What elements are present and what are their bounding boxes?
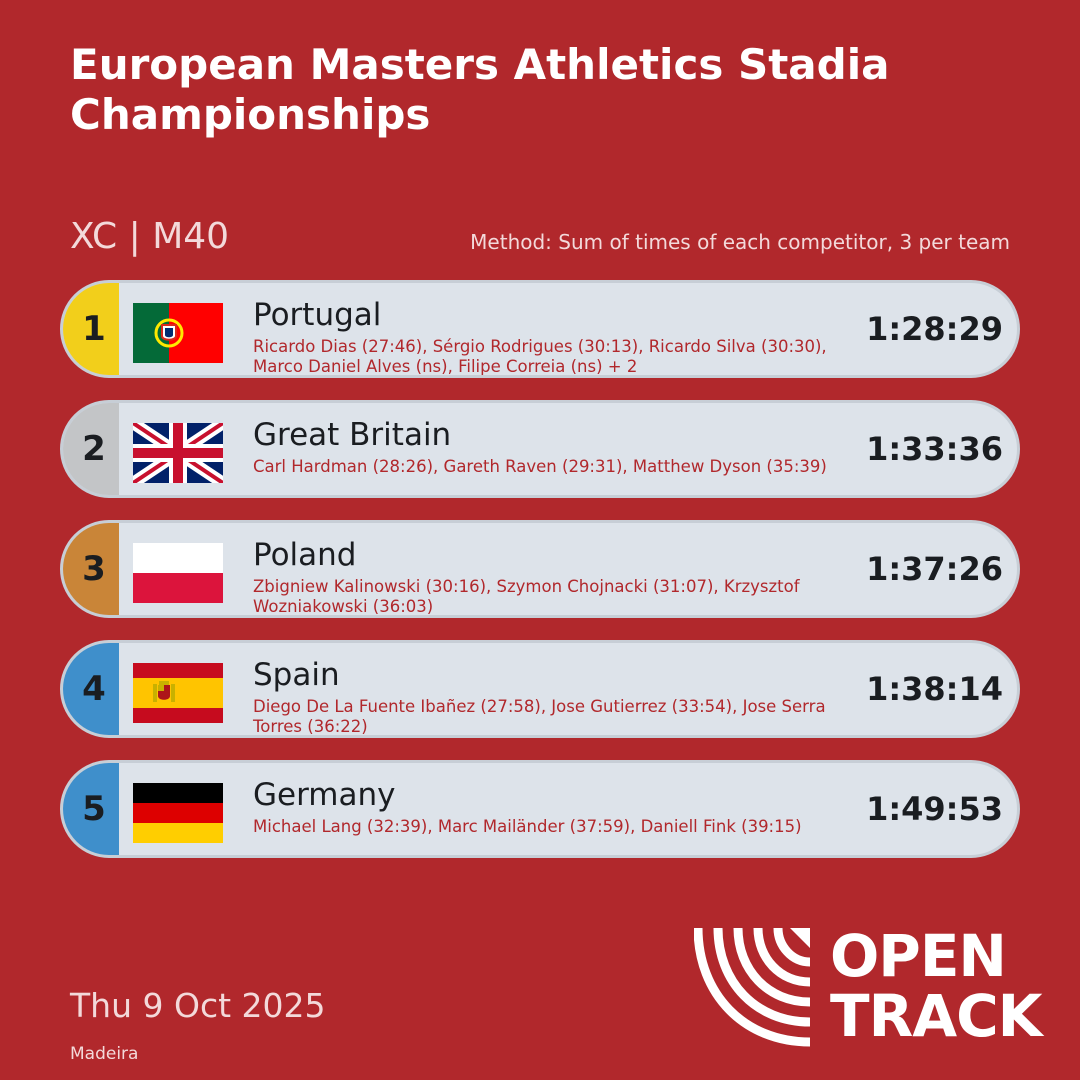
rank-badge: 4 xyxy=(63,643,119,735)
country-name: Great Britain xyxy=(253,417,452,453)
result-row: 4 Spain Diego De La Fuente Ibañez (27:58… xyxy=(60,640,1020,738)
team-info: Poland Zbigniew Kalinowski (30:16), Szym… xyxy=(253,537,873,616)
event-category: XC | M40 xyxy=(70,216,230,257)
result-row: 5 Germany Michael Lang (32:39), Marc Mai… xyxy=(60,760,1020,858)
country-name: Germany xyxy=(253,777,396,813)
team-members: Ricardo Dias (27:46), Sérgio Rodrigues (… xyxy=(253,337,827,376)
team-info: Great Britain Carl Hardman (28:26), Gare… xyxy=(253,417,873,477)
opentrack-logo-icon xyxy=(693,924,824,1048)
rank-badge: 5 xyxy=(63,763,119,855)
country-name: Spain xyxy=(253,657,340,693)
result-row: 2 Great Britain Carl Hardman (28:26), Ga… xyxy=(60,400,1020,498)
team-info: Spain Diego De La Fuente Ibañez (27:58),… xyxy=(253,657,873,736)
team-total-time: 1:37:26 xyxy=(866,550,1003,588)
result-row: 1 Portugal Ricardo Dias (27:46), Sérgio … xyxy=(60,280,1020,378)
team-total-time: 1:49:53 xyxy=(866,790,1003,828)
team-total-time: 1:38:14 xyxy=(866,670,1003,708)
event-date: Thu 9 Oct 2025 xyxy=(70,986,326,1025)
team-info: Germany Michael Lang (32:39), Marc Mailä… xyxy=(253,777,873,837)
country-name: Poland xyxy=(253,537,357,573)
team-total-time: 1:33:36 xyxy=(866,430,1003,468)
results-list: 1 Portugal Ricardo Dias (27:46), Sérgio … xyxy=(60,280,1020,880)
poland-flag-icon xyxy=(133,543,223,603)
great-britain-flag-icon xyxy=(133,423,223,483)
logo-line-track: TRACK xyxy=(830,982,1043,1050)
rank-badge: 3 xyxy=(63,523,119,615)
country-name: Portugal xyxy=(253,297,382,333)
spain-flag-icon xyxy=(133,663,223,723)
team-members: Zbigniew Kalinowski (30:16), Szymon Choj… xyxy=(253,577,800,616)
rank-badge: 1 xyxy=(63,283,119,375)
scoring-method: Method: Sum of times of each competitor,… xyxy=(470,230,1010,254)
team-members: Michael Lang (32:39), Marc Mailänder (37… xyxy=(253,817,802,836)
page-title: European Masters Athletics Stadia Champi… xyxy=(70,40,890,139)
team-info: Portugal Ricardo Dias (27:46), Sérgio Ro… xyxy=(253,297,873,376)
rank-badge: 2 xyxy=(63,403,119,495)
germany-flag-icon xyxy=(133,783,223,843)
opentrack-logo: OPEN TRACK xyxy=(693,922,1054,1050)
logo-line-open: OPEN xyxy=(830,922,1007,990)
event-venue: Madeira xyxy=(70,1044,139,1064)
portugal-flag-icon xyxy=(133,303,223,363)
team-members: Diego De La Fuente Ibañez (27:58), Jose … xyxy=(253,697,826,736)
result-row: 3 Poland Zbigniew Kalinowski (30:16), Sz… xyxy=(60,520,1020,618)
opentrack-wordmark: OPEN TRACK xyxy=(830,922,1043,1050)
team-members: Carl Hardman (28:26), Gareth Raven (29:3… xyxy=(253,457,827,476)
team-total-time: 1:28:29 xyxy=(866,310,1003,348)
